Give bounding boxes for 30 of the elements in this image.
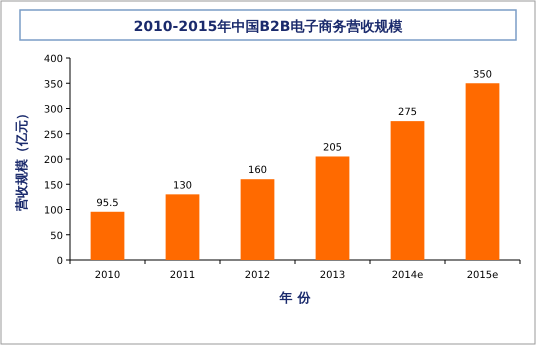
bar (240, 179, 274, 260)
data-label: 160 (248, 165, 268, 176)
x-tick-label: 2014e (392, 270, 424, 281)
chart-title: 2010-2015年中国B2B电子商务营收规模 (134, 18, 404, 35)
x-tick-label: 2010 (94, 270, 120, 281)
data-label: 275 (398, 107, 418, 118)
x-tick-label: 2015e (466, 270, 498, 281)
x-tick-label: 2011 (170, 270, 196, 281)
y-tick-label: 250 (44, 130, 63, 141)
bar (466, 83, 500, 260)
x-tick-label: 2013 (320, 270, 346, 281)
data-label: 350 (472, 69, 492, 80)
x-tick-label: 2012 (244, 270, 270, 281)
y-tick-label: 400 (44, 54, 63, 65)
data-label: 95.5 (96, 198, 119, 209)
y-tick-label: 300 (44, 104, 63, 116)
bar (90, 212, 124, 260)
bar (316, 156, 350, 260)
bar (390, 121, 424, 260)
bar (166, 194, 200, 260)
y-axis-title: 营收规模（亿元） (14, 107, 30, 212)
y-tick-label: 0 (56, 256, 63, 267)
y-tick-label: 100 (44, 206, 63, 216)
data-label: 130 (172, 180, 192, 192)
data-label: 205 (322, 142, 342, 154)
y-tick-label: 350 (44, 79, 63, 90)
y-tick-label: 50 (50, 230, 63, 242)
x-axis-title: 年 份 (278, 291, 312, 306)
y-tick-label: 200 (44, 155, 63, 166)
y-tick-label: 150 (44, 180, 63, 192)
